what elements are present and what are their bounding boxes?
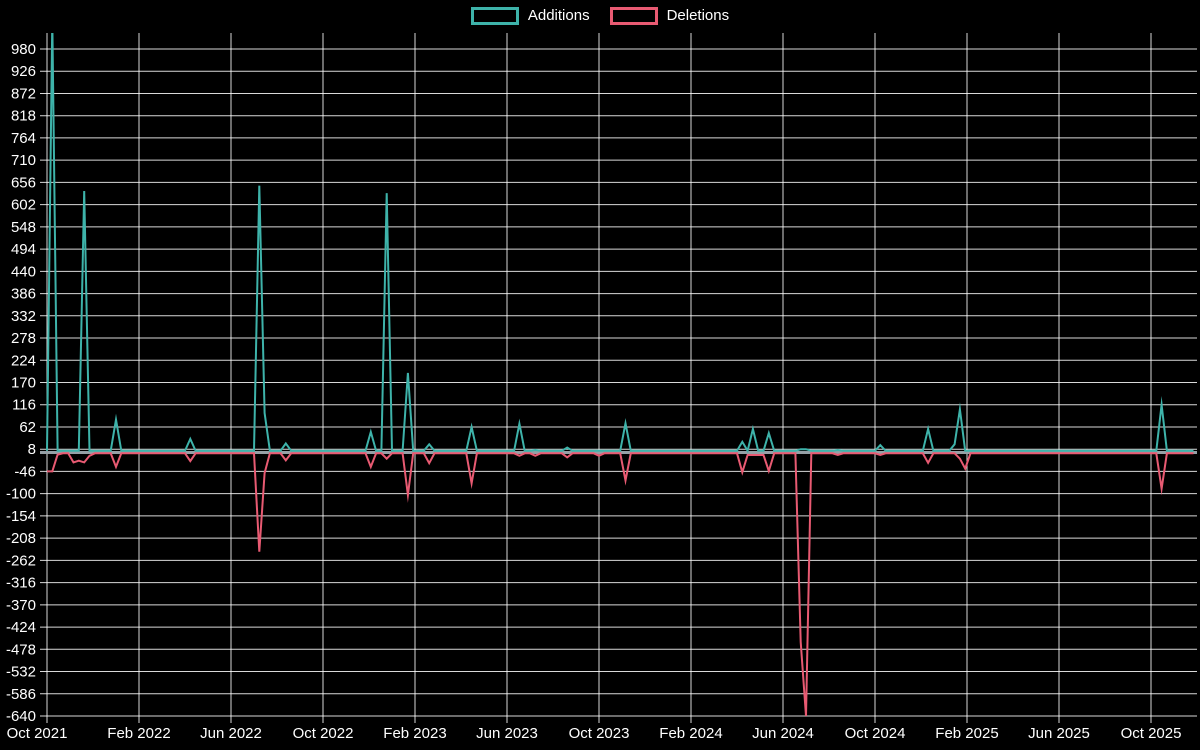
x-axis-tick-label: Oct 2021 xyxy=(7,725,68,742)
x-axis-tick-label: Feb 2023 xyxy=(383,725,446,742)
x-axis-tick-label: Feb 2025 xyxy=(935,725,998,742)
y-axis-tick-label: -262 xyxy=(6,552,36,569)
y-axis-tick-label: 872 xyxy=(11,85,36,102)
y-axis-tick-label: 170 xyxy=(11,375,36,392)
y-axis-tick-label: -370 xyxy=(6,597,36,614)
legend-item-additions[interactable]: Additions xyxy=(470,6,590,26)
series-line-deletions[interactable] xyxy=(47,452,1194,716)
y-axis-tick-label: -208 xyxy=(6,530,36,547)
y-axis-tick-label: -316 xyxy=(6,575,36,592)
y-axis-tick-label: 656 xyxy=(11,174,36,191)
y-axis-tick-label: -100 xyxy=(6,486,36,503)
y-axis-tick-label: 8 xyxy=(28,441,36,458)
y-axis-tick-label: 278 xyxy=(11,330,36,347)
y-axis-tick-label: -640 xyxy=(6,708,36,725)
y-axis-tick-label: -46 xyxy=(14,463,36,480)
y-axis-tick-label: 980 xyxy=(11,41,36,58)
legend-label-additions: Additions xyxy=(527,7,590,24)
x-axis-tick-label: Oct 2025 xyxy=(1121,725,1182,742)
y-axis-tick-label: -478 xyxy=(6,641,36,658)
x-axis-tick-label: Jun 2025 xyxy=(1028,725,1090,742)
deletions-color-swatch xyxy=(609,7,658,25)
x-axis-tick-label: Jun 2023 xyxy=(476,725,538,742)
y-axis-tick-label: 764 xyxy=(11,130,36,147)
legend-label-deletions: Deletions xyxy=(666,7,730,24)
y-axis-tick-label: -532 xyxy=(6,664,36,681)
y-axis-tick-label: 386 xyxy=(11,286,36,303)
y-axis-tick-label: 926 xyxy=(11,63,36,80)
y-axis-tick-label: 224 xyxy=(11,352,36,369)
x-axis-tick-label: Feb 2022 xyxy=(107,725,170,742)
x-axis-tick-label: Oct 2023 xyxy=(569,725,630,742)
y-axis-tick-label: 818 xyxy=(11,108,36,125)
y-axis-tick-label: 332 xyxy=(11,308,36,325)
x-axis-tick-label: Feb 2024 xyxy=(659,725,722,742)
x-axis-tick-label: Jun 2024 xyxy=(752,725,814,742)
y-axis-tick-label: 602 xyxy=(11,197,36,214)
y-axis-tick-label: 710 xyxy=(11,152,36,169)
y-axis-tick-label: -586 xyxy=(6,686,36,703)
x-axis-tick-label: Oct 2024 xyxy=(845,725,906,742)
y-axis-tick-label: 548 xyxy=(11,219,36,236)
chart-legend: Additions Deletions xyxy=(0,6,1200,26)
y-axis-tick-label: 494 xyxy=(11,241,36,258)
y-axis-tick-label: -424 xyxy=(6,619,36,636)
y-axis-tick-label: 116 xyxy=(12,397,36,414)
legend-item-deletions[interactable]: Deletions xyxy=(609,6,730,26)
additions-color-swatch xyxy=(470,7,519,25)
series-line-additions[interactable] xyxy=(46,20,1194,454)
x-axis-tick-label: Jun 2022 xyxy=(200,725,262,742)
y-axis-tick-label: 62 xyxy=(19,419,36,436)
y-axis-tick-label: 440 xyxy=(11,263,36,280)
x-axis-tick-label: Oct 2022 xyxy=(293,725,354,742)
y-axis-tick-label: -154 xyxy=(6,508,36,525)
